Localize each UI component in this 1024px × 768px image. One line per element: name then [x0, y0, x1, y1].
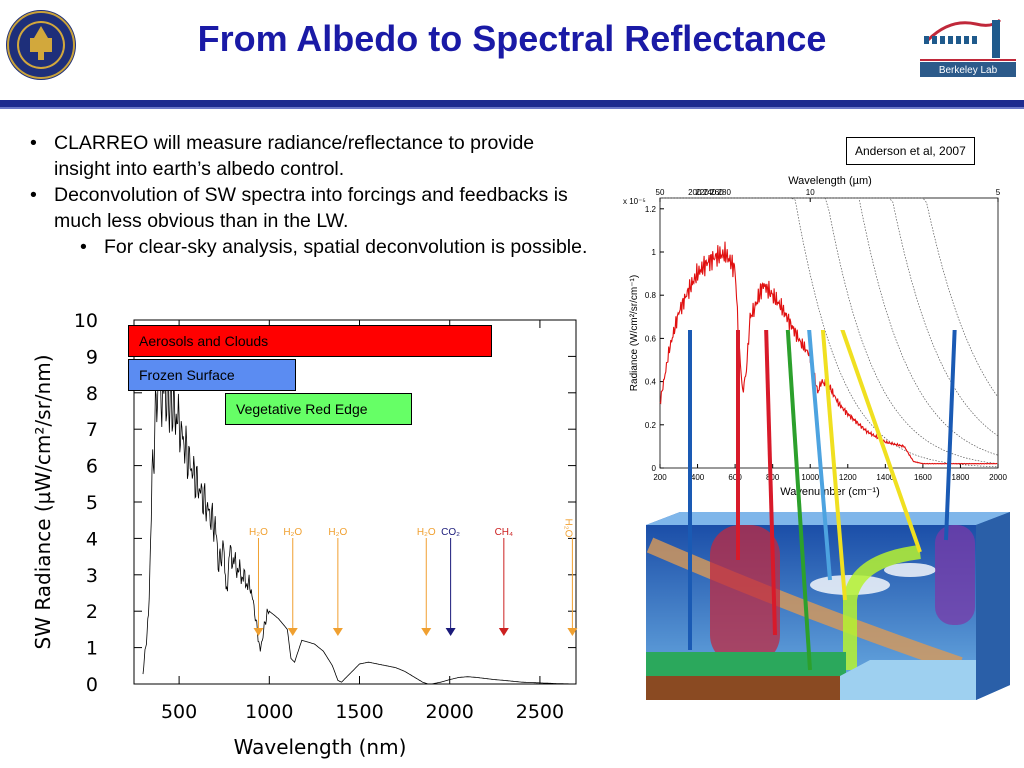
arrow-frozen — [807, 330, 832, 581]
header-rule — [0, 100, 1024, 107]
citation-box: Anderson et al, 2007 — [846, 137, 975, 165]
atmosphere-illustration — [646, 330, 1010, 700]
slide-title: From Albedo to Spectral Reflectance — [197, 18, 827, 59]
box-top — [646, 512, 1010, 525]
absorption-marker-arrow — [287, 628, 298, 636]
y-tick-label: 0 — [86, 674, 98, 696]
ir-y-tick-label: 0.2 — [645, 421, 657, 430]
y-tick-label: 2 — [86, 601, 98, 623]
berkeley-lab-text: Berkeley Lab — [939, 65, 998, 76]
planck-curve — [660, 197, 999, 468]
aerosols-clouds-label: Aerosols and Clouds — [128, 325, 492, 357]
arrow-h2o-2 — [944, 330, 957, 541]
ir-y-axis-label: Radiance (W/cm²/sr/cm⁻¹) — [629, 275, 640, 391]
planck-curve — [660, 197, 999, 398]
y-tick-label: 10 — [74, 310, 98, 332]
top-axis-label: Wavelength (µm) — [788, 175, 872, 187]
absorption-marker-label: CO₂ — [441, 527, 460, 538]
bullet-list: CLARREO will measure radiance/reflectanc… — [28, 130, 588, 260]
y-tick-label: 6 — [86, 456, 98, 478]
absorption-marker-arrow — [332, 628, 343, 636]
y-tick-label: 4 — [86, 528, 98, 550]
absorption-marker-label: CH₄ — [495, 527, 514, 538]
absorption-marker-arrow — [567, 628, 578, 636]
absorption-marker-label: H₂O — [249, 527, 268, 538]
bullet-1: CLARREO will measure radiance/reflectanc… — [28, 130, 588, 182]
y-tick-label: 9 — [86, 346, 98, 368]
x-tick-label: 2000 — [426, 701, 474, 723]
x-tick-label: 1000 — [245, 701, 293, 723]
x-tick-label: 1500 — [335, 701, 383, 723]
ir-y-tick-label: 0 — [652, 464, 657, 473]
ir-x-tick-label: 600 — [728, 473, 742, 482]
planck-curve-label: 220 — [695, 188, 709, 197]
y-tick-label: 1 — [86, 638, 98, 660]
sw-radiance-chart: 500 1000 1500 2000 2500 0 1 2 3 4 5 6 7 8 9 10 H₂O H₂O H₂… — [31, 310, 578, 759]
absorption-marker-arrow — [421, 628, 432, 636]
header-rule-accent — [0, 107, 1024, 109]
planck-curve-label: 240 — [703, 188, 717, 197]
cloud — [884, 563, 936, 577]
absorption-marker-label: H₂O — [283, 527, 302, 538]
x-tick-label: 2500 — [516, 701, 564, 723]
ir-top-tick-label: 10 — [806, 188, 815, 197]
arrow-veg — [785, 330, 812, 671]
uc-seal-logo — [6, 10, 76, 80]
ir-y-tick-label: 1 — [652, 248, 657, 257]
ir-top-tick-label: 50 — [656, 188, 665, 197]
absorption-marker-arrow — [253, 628, 264, 636]
planck-curve-label: 260 — [710, 188, 724, 197]
arrow-co2-2 — [764, 330, 777, 636]
ir-x-tick-label: 1200 — [839, 473, 857, 482]
ir-y-tick-label: 0.6 — [645, 334, 657, 343]
y-multiplier: x 10⁻⁵ — [623, 197, 646, 206]
y-tick-label: 8 — [86, 383, 98, 405]
x-tick-label: 500 — [161, 701, 197, 723]
planck-curve-label: 200 — [688, 188, 702, 197]
arrow-o3-1 — [820, 330, 847, 601]
y-tick-label: 5 — [86, 492, 98, 514]
absorption-marker-label: H₂O — [417, 527, 436, 538]
planck-curve-label: 280 — [718, 188, 732, 197]
ir-x-tick-label: 800 — [766, 473, 780, 482]
ir-x-axis-label: Wavenumber (cm⁻¹) — [780, 486, 880, 498]
absorption-marker-arrow — [498, 628, 509, 636]
sub-bullet-1: For clear-sky analysis, spatial deconvol… — [28, 234, 588, 260]
water — [840, 660, 976, 700]
box-side — [976, 512, 1010, 700]
x-axis-label: Wavelength (nm) — [234, 735, 407, 759]
y-tick-label: 3 — [86, 565, 98, 587]
ir-x-tick-label: 1600 — [914, 473, 932, 482]
absorption-marker-label: H₂O — [562, 519, 573, 538]
ir-x-tick-label: 400 — [691, 473, 705, 482]
h2o-column — [935, 525, 975, 625]
vegetative-red-edge-label: Vegetative Red Edge — [225, 393, 412, 425]
soil — [646, 676, 846, 700]
ir-y-tick-label: 0.4 — [645, 378, 657, 387]
berkeley-lab-logo: Berkeley Lab — [920, 18, 1016, 77]
ir-top-tick-label: 5 — [996, 188, 1001, 197]
absorption-marker-label: H₂O — [328, 527, 347, 538]
y-axis-label: SW Radiance (µW/cm²/sr/nm) — [31, 355, 55, 650]
ir-x-tick-label: 2000 — [989, 473, 1007, 482]
planck-curve — [660, 197, 999, 465]
vegetation — [646, 652, 846, 676]
ir-y-tick-label: 1.2 — [645, 205, 657, 214]
spectrum-line — [142, 366, 576, 685]
arrow-o3-2 — [840, 330, 922, 553]
bullet-2: Deconvolution of SW spectra into forcing… — [28, 182, 588, 234]
co2-column — [710, 525, 780, 665]
ir-x-tick-label: 200 — [653, 473, 667, 482]
ir-x-tick-label: 1000 — [801, 473, 819, 482]
frozen-surface-label: Frozen Surface — [128, 359, 296, 391]
ir-y-tick-label: 0.8 — [645, 291, 657, 300]
y-tick-label: 7 — [86, 419, 98, 441]
o3-band — [843, 545, 921, 670]
absorption-marker-arrow — [445, 628, 456, 636]
ir-x-tick-label: 1400 — [876, 473, 894, 482]
ir-x-tick-label: 1800 — [952, 473, 970, 482]
